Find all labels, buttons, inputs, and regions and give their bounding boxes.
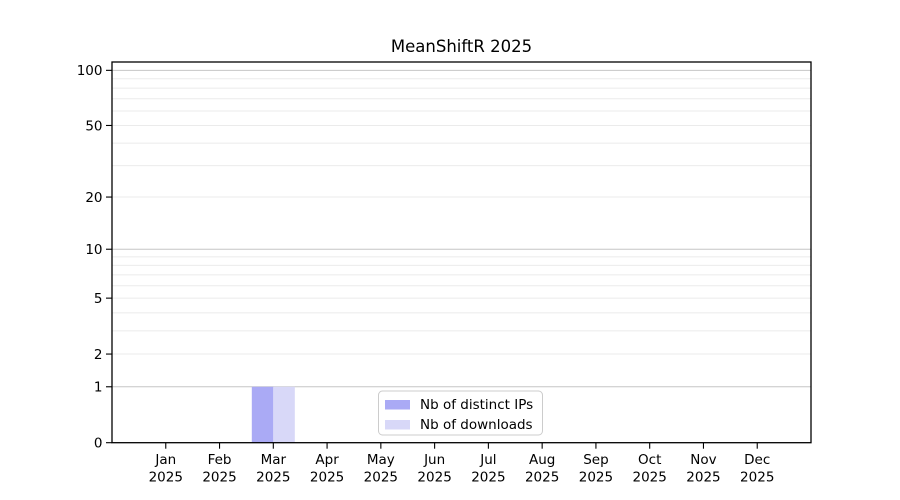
y-tick-label: 2 (94, 347, 103, 363)
x-tick-label-year: 2025 (417, 470, 451, 486)
x-tick-label-month: Feb (208, 452, 232, 468)
x-tick-label-year: 2025 (149, 470, 183, 486)
x-tick-label-year: 2025 (686, 470, 720, 486)
y-tick-label: 50 (85, 118, 102, 134)
x-tick-label-year: 2025 (471, 470, 505, 486)
x-tick-label-month: Jun (423, 452, 445, 468)
gridlines (112, 69, 811, 388)
x-tick-label-month: Apr (315, 452, 339, 468)
x-tick-label-year: 2025 (256, 470, 290, 486)
y-tick-label: 100 (77, 63, 103, 79)
x-tick-label-month: Nov (690, 452, 716, 468)
y-tick-label: 10 (85, 242, 102, 258)
x-tick-label-month: Aug (529, 452, 555, 468)
legend-label: Nb of distinct IPs (420, 397, 533, 413)
plot-border (111, 61, 812, 444)
x-tick-label-month: Jul (479, 452, 496, 468)
x-tick-label-month: Oct (638, 452, 661, 468)
bars (251, 386, 295, 443)
x-tick-label-year: 2025 (740, 470, 774, 486)
x-tick-label-month: Sep (583, 452, 608, 468)
x-tick-label-month: Jan (154, 452, 176, 468)
x-tick-label-month: Dec (744, 452, 770, 468)
bar-nb-of-distinct-ips (251, 386, 274, 443)
x-tick-label-year: 2025 (579, 470, 613, 486)
x-tick-label-month: May (367, 452, 395, 468)
y-tick-label: 20 (85, 190, 102, 206)
x-axis: Jan 2025 Feb 2025 Mar 2025 Apr 2025 May 2025 Jun 20… (149, 442, 774, 486)
x-tick-label-month: Mar (261, 452, 287, 468)
legend-swatch (385, 420, 410, 430)
legend-label: Nb of downloads (420, 417, 533, 433)
legend-swatch (385, 400, 410, 410)
x-tick-label-year: 2025 (310, 470, 344, 486)
bar-nb-of-downloads (273, 386, 295, 443)
legend: Nb of distinct IPs Nb of downloads (378, 390, 543, 436)
y-tick-label: 0 (94, 436, 103, 452)
y-tick-label: 5 (94, 291, 103, 307)
y-axis: 0 1 2 5 10 20 50 100 (77, 63, 112, 452)
legend-frame (378, 390, 543, 436)
x-tick-label-year: 2025 (364, 470, 398, 486)
chart-title: MeanShiftR 2025 (391, 37, 532, 56)
x-tick-label-year: 2025 (633, 470, 667, 486)
x-tick-label-year: 2025 (202, 470, 236, 486)
x-tick-label-year: 2025 (525, 470, 559, 486)
y-tick-label: 1 (94, 380, 103, 396)
